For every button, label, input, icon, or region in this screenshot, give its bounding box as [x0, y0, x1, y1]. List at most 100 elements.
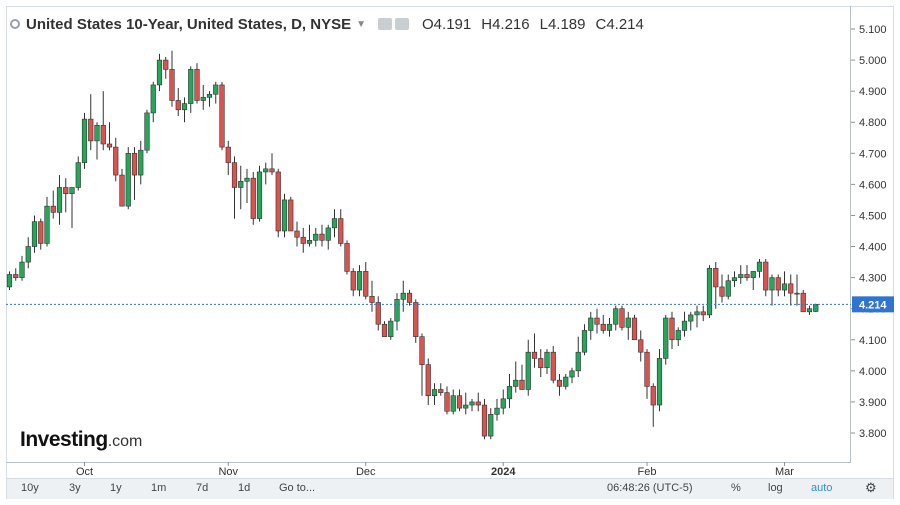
range-1y-button[interactable]: 1y [110, 482, 122, 494]
candle-body [594, 317, 600, 325]
candle-body [81, 118, 88, 163]
candle [188, 66, 194, 113]
range-1m-button[interactable]: 1m [151, 482, 167, 494]
goto-button[interactable]: Go to... [279, 482, 316, 494]
candle-body [756, 261, 763, 272]
candle-body [275, 171, 281, 232]
candle [656, 349, 663, 412]
candle-body [519, 379, 525, 390]
candle-body [681, 320, 688, 331]
candle-body [588, 317, 594, 331]
candle-body [88, 118, 94, 142]
candle [200, 84, 206, 110]
candle [806, 305, 813, 315]
x-tick-label: Oct [76, 466, 93, 478]
candle-body [44, 205, 50, 244]
log-button[interactable]: log [768, 482, 783, 494]
plot-area[interactable] [6, 6, 851, 463]
candles [6, 50, 819, 440]
candle [156, 53, 163, 92]
candle-body [513, 379, 519, 387]
candle [631, 314, 638, 341]
candle-body [238, 180, 244, 188]
candle [56, 175, 63, 225]
candle-body [438, 389, 444, 393]
candle-body [169, 69, 175, 101]
candle [231, 156, 238, 219]
candle [575, 336, 581, 378]
percent-button[interactable]: % [731, 482, 741, 494]
candle [300, 227, 306, 253]
candle-body [375, 302, 381, 325]
candle [494, 398, 500, 421]
candle [600, 314, 606, 334]
candle [738, 265, 744, 284]
candle-body [206, 93, 213, 98]
candle-body [725, 280, 731, 297]
range-1d-button[interactable]: 1d [238, 482, 251, 494]
candle-body [306, 240, 313, 244]
candle-body [675, 330, 681, 341]
candle-body [194, 69, 200, 101]
candle-body [100, 125, 106, 145]
candle-body [63, 187, 69, 195]
candle [531, 333, 538, 368]
candle-body [113, 146, 119, 176]
candle [194, 63, 200, 104]
candle-body [475, 401, 481, 406]
candle-body [731, 277, 738, 282]
logo-name: Investing [20, 428, 108, 451]
candle [306, 224, 313, 247]
candle [219, 81, 225, 151]
candle-body [400, 292, 406, 300]
candle [663, 314, 669, 365]
candle [413, 299, 419, 343]
candle [750, 271, 756, 291]
candle-body [738, 274, 744, 278]
range-7d-button[interactable]: 7d [196, 482, 209, 494]
candle-body [25, 246, 31, 263]
candle-body [219, 84, 225, 148]
candle-body [650, 386, 656, 406]
x-tick-label: Mar [775, 466, 794, 478]
eye-icon[interactable] [378, 18, 393, 30]
y-tick-label: 4.400 [859, 242, 887, 254]
y-tick-label: 4.700 [859, 148, 887, 160]
candle [588, 311, 594, 340]
candle-body [550, 351, 556, 381]
candle [150, 81, 156, 123]
candle-body [481, 404, 488, 437]
candle-body [38, 221, 44, 244]
candle-body [456, 395, 463, 409]
candle [275, 168, 281, 238]
candle [406, 290, 413, 306]
range-3y-button[interactable]: 3y [69, 482, 81, 494]
candle [519, 364, 525, 390]
candle [269, 153, 275, 176]
candle-body [800, 292, 806, 313]
candle [250, 171, 256, 225]
x-tick-label: Dec [356, 466, 376, 478]
candle-body [181, 103, 188, 111]
candle-body [406, 292, 413, 303]
candle-body [106, 143, 113, 148]
candle [125, 147, 131, 210]
settings-icon[interactable] [395, 18, 410, 30]
y-tick-label: 4.300 [859, 273, 887, 285]
candle [506, 373, 513, 409]
gear-icon[interactable]: ⚙ [865, 480, 877, 495]
candle [163, 56, 169, 79]
candle-body [638, 339, 644, 353]
candle-body [444, 392, 450, 412]
auto-button[interactable]: auto [811, 482, 833, 494]
candle [281, 193, 288, 238]
candle [100, 91, 106, 151]
range-10y-button[interactable]: 10y [21, 482, 39, 494]
candle-body [581, 330, 588, 353]
candle [50, 190, 56, 219]
candle-body [488, 414, 494, 437]
chevron-down-icon[interactable]: ▼ [356, 18, 367, 30]
candle-body [663, 317, 669, 359]
candle [325, 224, 331, 250]
